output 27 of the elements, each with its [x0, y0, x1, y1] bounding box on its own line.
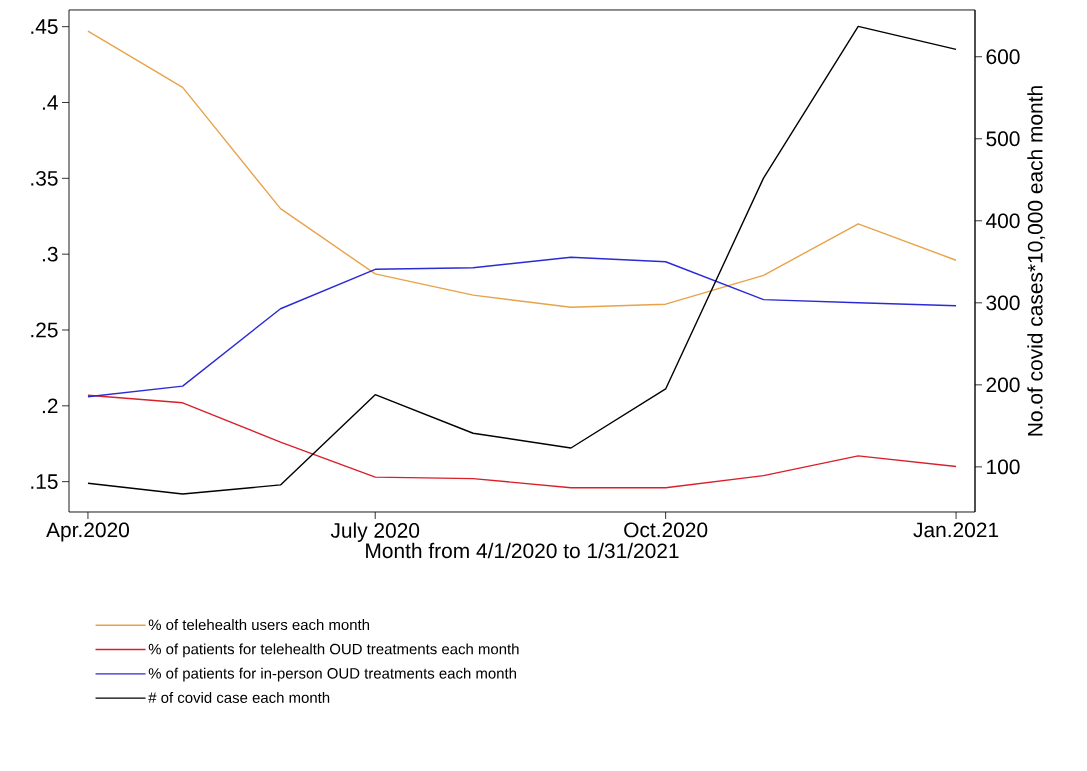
y2-tick-label: 100 [987, 459, 1020, 475]
y-tick-label: .4 [42, 95, 58, 110]
y-tick-label: .45 [31, 19, 58, 34]
x-axis-title: Month from 4/1/2020 to 1/31/2021 [366, 542, 679, 559]
y-tick-label: .15 [31, 474, 58, 489]
x-tick-label: Apr.2020 [46, 522, 129, 542]
legend-label: # of covid case each month [148, 692, 330, 703]
legend-label: % of patients for in-person OUD treatments each month [148, 667, 516, 682]
x-tick-label: July 2020 [330, 522, 420, 543]
y2-tick-label: 300 [986, 295, 1020, 311]
line-series [87, 25, 957, 495]
y2-tick-label: 500 [986, 131, 1020, 147]
y2-tick-label: 200 [986, 377, 1020, 393]
legend-label: % of patients for telehealth OUD treatments each month [148, 643, 519, 658]
y2-axis-title: No.of covid cases*10,000 each month [1027, 86, 1046, 436]
legend-label: % of telehealth users each month [148, 619, 370, 631]
y-tick-label: .3 [42, 246, 58, 262]
x-tick-label: Jan.2021 [913, 522, 999, 538]
y-tick-label: .25 [31, 322, 58, 338]
x-tick-label: Oct.2020 [624, 522, 708, 538]
y-tick-label: .2 [42, 398, 58, 414]
y2-tick-label: 400 [986, 213, 1020, 229]
line-series [87, 394, 957, 489]
y2-tick-label: 600 [986, 49, 1020, 65]
line-series [87, 256, 957, 398]
y-tick-label: .35 [31, 170, 58, 186]
line-series [87, 30, 957, 308]
